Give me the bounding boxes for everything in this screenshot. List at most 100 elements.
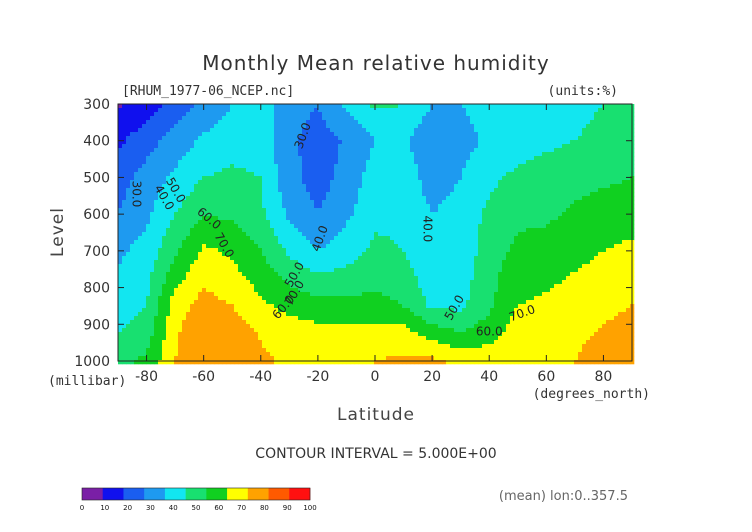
field-cell	[354, 348, 359, 353]
field-cell	[370, 228, 375, 233]
field-cell	[278, 272, 283, 277]
field-cell	[418, 324, 423, 329]
field-cell	[278, 212, 283, 217]
field-cell	[418, 292, 423, 297]
field-cell	[158, 188, 163, 193]
field-cell	[310, 284, 315, 289]
field-cell	[274, 316, 279, 321]
field-cell	[418, 188, 423, 193]
field-cell	[334, 360, 339, 365]
field-cell	[122, 120, 127, 125]
field-cell	[414, 344, 419, 349]
field-cell	[206, 200, 211, 205]
field-cell	[262, 160, 267, 165]
field-cell	[182, 160, 187, 165]
field-cell	[366, 148, 371, 153]
field-cell	[254, 256, 259, 261]
field-cell	[330, 216, 335, 221]
field-cell	[178, 248, 183, 253]
field-cell	[306, 276, 311, 281]
field-cell	[182, 288, 187, 293]
field-cell	[330, 312, 335, 317]
field-cell	[282, 328, 287, 333]
field-cell	[398, 132, 403, 137]
field-cell	[306, 200, 311, 205]
field-cell	[274, 200, 279, 205]
field-cell	[274, 128, 279, 133]
field-cell	[418, 104, 423, 109]
field-cell	[338, 292, 343, 297]
field-cell	[266, 320, 271, 325]
field-cell	[122, 164, 127, 169]
field-cell	[410, 180, 415, 185]
field-cell	[234, 264, 239, 269]
field-cell	[334, 176, 339, 181]
field-cell	[154, 156, 159, 161]
field-cell	[322, 348, 327, 353]
field-cell	[374, 264, 379, 269]
field-cell	[338, 248, 343, 253]
field-cell	[398, 216, 403, 221]
field-cell	[166, 352, 171, 357]
field-cell	[322, 292, 327, 297]
field-cell	[342, 108, 347, 113]
field-cell	[286, 200, 291, 205]
field-cell	[270, 332, 275, 337]
field-cell	[402, 132, 407, 137]
field-cell	[354, 196, 359, 201]
field-cell	[122, 304, 127, 309]
field-cell	[378, 324, 383, 329]
field-cell	[134, 340, 139, 345]
field-cell	[302, 344, 307, 349]
field-cell	[342, 232, 347, 237]
field-cell	[190, 280, 195, 285]
field-cell	[410, 188, 415, 193]
field-cell	[374, 128, 379, 133]
field-cell	[330, 276, 335, 281]
field-cell	[142, 232, 147, 237]
field-cell	[126, 104, 131, 109]
field-cell	[306, 216, 311, 221]
field-cell	[314, 284, 319, 289]
field-cell	[374, 256, 379, 261]
field-cell	[270, 328, 275, 333]
field-cell	[354, 264, 359, 269]
field-cell	[150, 220, 155, 225]
field-cell	[402, 280, 407, 285]
field-cell	[230, 352, 235, 357]
field-cell	[194, 104, 199, 109]
field-cell	[418, 272, 423, 277]
field-cell	[218, 236, 223, 241]
field-cell	[118, 208, 123, 213]
field-cell	[358, 252, 363, 257]
field-cell	[398, 184, 403, 189]
field-cell	[318, 296, 323, 301]
field-cell	[118, 136, 123, 141]
field-cell	[394, 328, 399, 333]
field-cell	[378, 132, 383, 137]
field-cell	[222, 332, 227, 337]
field-cell	[194, 288, 199, 293]
field-cell	[242, 284, 247, 289]
field-cell	[318, 264, 323, 269]
field-cell	[378, 124, 383, 129]
field-cell	[310, 268, 315, 273]
field-cell	[150, 144, 155, 149]
field-cell	[298, 192, 303, 197]
field-cell	[194, 276, 199, 281]
field-cell	[278, 252, 283, 257]
field-cell	[278, 264, 283, 269]
field-cell	[258, 132, 263, 137]
field-cell	[290, 152, 295, 157]
field-cell	[366, 244, 371, 249]
field-cell	[314, 132, 319, 137]
field-cell	[306, 120, 311, 125]
field-cell	[414, 212, 419, 217]
field-cell	[418, 124, 423, 129]
field-cell	[154, 196, 159, 201]
field-cell	[390, 320, 395, 325]
field-cell	[186, 212, 191, 217]
field-cell	[222, 328, 227, 333]
field-cell	[222, 124, 227, 129]
field-cell	[278, 160, 283, 165]
